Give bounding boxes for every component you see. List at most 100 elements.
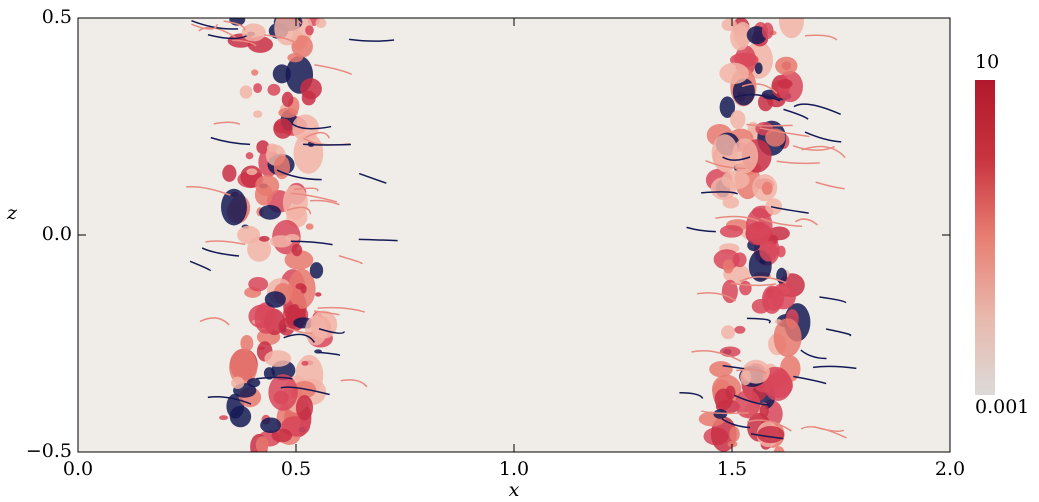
y-axis-title: z xyxy=(6,202,18,224)
plume-blob xyxy=(237,225,260,244)
filament xyxy=(696,292,737,302)
plume-blob xyxy=(271,428,293,443)
plot-background xyxy=(78,18,950,452)
plume-blob xyxy=(231,376,245,389)
plume-blob xyxy=(284,250,314,270)
filament xyxy=(794,218,818,226)
filament xyxy=(736,368,767,375)
plume-blob xyxy=(245,152,254,160)
plume-blob xyxy=(254,302,278,334)
filament xyxy=(280,386,330,396)
filament xyxy=(783,108,809,120)
plume-blob xyxy=(305,25,314,36)
plume-blob xyxy=(260,417,282,433)
filament xyxy=(750,432,784,440)
plume-blob xyxy=(263,367,275,380)
filament xyxy=(358,238,398,242)
filament xyxy=(314,64,353,75)
plume-blob xyxy=(290,303,300,319)
plume-blob xyxy=(264,291,286,308)
x-tick-label: 0.5 xyxy=(281,458,311,480)
filament xyxy=(746,419,792,432)
filament xyxy=(338,254,363,265)
filament xyxy=(815,181,845,190)
plume-blob xyxy=(241,23,266,42)
plume-blob xyxy=(745,207,773,246)
plume-blob xyxy=(305,223,314,230)
x-tick-label: 0.0 xyxy=(63,458,93,480)
filament xyxy=(812,365,857,370)
filament xyxy=(210,136,251,146)
filament xyxy=(804,131,842,143)
plume-blob xyxy=(253,83,263,94)
plume-blob xyxy=(291,243,303,257)
plume-blob xyxy=(309,262,324,279)
plume-blob xyxy=(273,118,293,139)
plume-blob xyxy=(742,359,770,384)
field xyxy=(186,18,857,452)
x-tick-label: 2.0 xyxy=(935,458,965,480)
filament xyxy=(691,349,742,362)
plume-blob xyxy=(272,64,291,84)
plume-blob xyxy=(775,56,798,75)
plume-blob xyxy=(315,292,322,297)
plume-blob xyxy=(219,415,229,421)
filament xyxy=(715,215,760,222)
filament xyxy=(722,364,745,370)
filament xyxy=(207,34,247,40)
filament xyxy=(291,123,332,130)
plume-blob xyxy=(730,110,746,129)
plume-blob xyxy=(727,440,738,448)
filament xyxy=(730,282,777,287)
plume-blob xyxy=(295,283,306,290)
filament xyxy=(314,310,340,316)
filament xyxy=(734,394,770,406)
plume-blob xyxy=(301,360,309,366)
filament xyxy=(318,351,341,357)
y-tick-label: 0.0 xyxy=(42,223,72,245)
filament xyxy=(701,191,738,195)
plume-blob xyxy=(301,90,316,106)
filament xyxy=(741,83,778,94)
plume-blob xyxy=(773,318,802,358)
plume-blob xyxy=(759,403,769,418)
filament xyxy=(223,20,246,31)
plume-blob xyxy=(259,235,270,242)
plume-blob xyxy=(776,245,786,258)
filament xyxy=(733,93,781,102)
plume-blob xyxy=(729,426,740,442)
plume-blob xyxy=(255,174,280,197)
filament xyxy=(739,276,787,284)
y-tick-label: 0.5 xyxy=(42,6,72,28)
plume-blob xyxy=(264,350,292,367)
filament xyxy=(358,172,387,184)
filament xyxy=(340,379,368,388)
plume-blob xyxy=(709,361,733,378)
filament xyxy=(276,18,302,25)
plume-blob xyxy=(721,170,750,190)
plume-blob xyxy=(761,181,773,195)
filament xyxy=(800,349,827,360)
x-tick-label: 1.5 xyxy=(717,458,747,480)
y-tick-label: −0.5 xyxy=(26,440,72,462)
filament xyxy=(701,410,749,415)
plume-blob xyxy=(255,436,269,452)
plume-blob xyxy=(721,18,737,32)
filament xyxy=(813,425,845,433)
filament xyxy=(746,317,771,324)
filament xyxy=(793,375,827,385)
filament xyxy=(760,217,803,228)
plume-blob xyxy=(732,138,759,174)
plume-blob xyxy=(778,18,805,39)
plume-blob xyxy=(282,184,308,221)
filament xyxy=(283,333,316,343)
plume-blob xyxy=(771,283,796,310)
plume-blob xyxy=(295,395,314,421)
plume-blob xyxy=(721,325,736,340)
plume-blob xyxy=(220,188,247,226)
plume-blob xyxy=(269,235,293,248)
plume-blob xyxy=(721,279,738,304)
filament xyxy=(310,199,340,206)
filament xyxy=(201,247,240,257)
plume-blob xyxy=(773,446,785,452)
